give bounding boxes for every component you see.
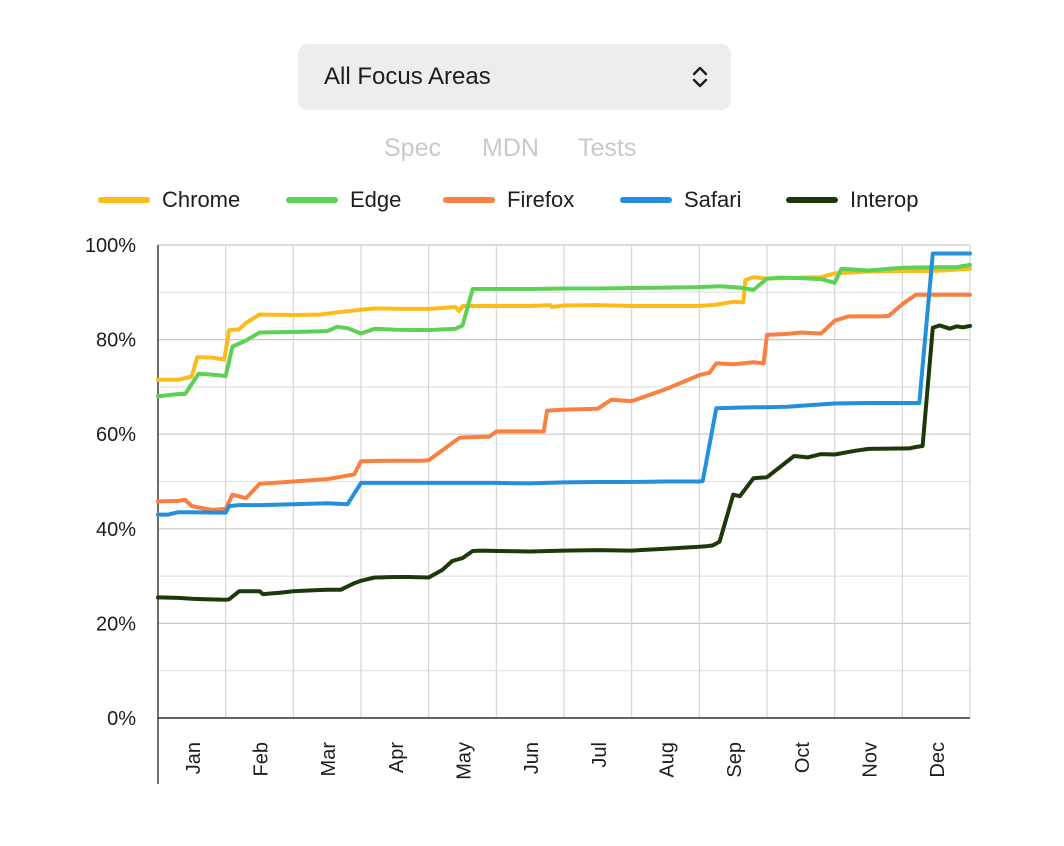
legend-label-edge: Edge: [350, 187, 402, 212]
x-tick-label: Oct: [792, 742, 814, 774]
series-line-firefox: [156, 292, 972, 512]
x-tick-label: Jul: [589, 742, 611, 768]
x-tick-label: Aug: [657, 742, 679, 778]
metric-tabs: Spec MDN Tests: [0, 134, 1064, 166]
y-tick-label: 40%: [96, 519, 136, 541]
x-tick-label: Dec: [927, 742, 949, 778]
legend-label-safari: Safari: [684, 187, 742, 212]
x-tick-label: May: [454, 742, 476, 780]
legend-swatch-chrome: [98, 197, 150, 203]
tab-tests[interactable]: Tests: [578, 134, 637, 162]
x-tick-label: Mar: [318, 742, 340, 777]
series-line-edge: [156, 262, 972, 399]
legend-swatch-safari: [620, 197, 672, 203]
y-tick-label: 60%: [96, 424, 136, 446]
x-tick-label: Nov: [860, 742, 882, 778]
tab-spec[interactable]: Spec: [384, 134, 441, 162]
y-tick-label: 20%: [96, 613, 136, 635]
y-tick-label: 0%: [107, 708, 136, 730]
legend-swatch-edge: [286, 197, 338, 203]
focus-area-select[interactable]: All Focus Areas: [298, 44, 731, 110]
focus-area-select-value: All Focus Areas: [324, 63, 491, 90]
y-tick-label: 80%: [96, 330, 136, 352]
legend-swatch-firefox: [443, 197, 495, 203]
chevron-up-down-icon: [692, 66, 708, 88]
tab-mdn[interactable]: MDN: [482, 134, 539, 162]
series-line-safari: [156, 251, 972, 517]
legend-label-firefox: Firefox: [507, 187, 575, 212]
x-tick-label: Sep: [724, 742, 746, 778]
y-tick-label: 100%: [85, 235, 136, 257]
x-tick-label: Feb: [251, 742, 273, 776]
series-line-interop: [156, 323, 972, 602]
legend-label-interop: Interop: [850, 187, 919, 212]
x-tick-label: Apr: [386, 742, 408, 773]
x-tick-label: Jun: [521, 742, 543, 774]
x-tick-label: Jan: [183, 742, 205, 774]
legend-label-chrome: Chrome: [162, 187, 241, 212]
legend-swatch-interop: [786, 197, 838, 203]
chart-legend: Chrome Edge Firefox Safari Interop: [0, 184, 1064, 216]
